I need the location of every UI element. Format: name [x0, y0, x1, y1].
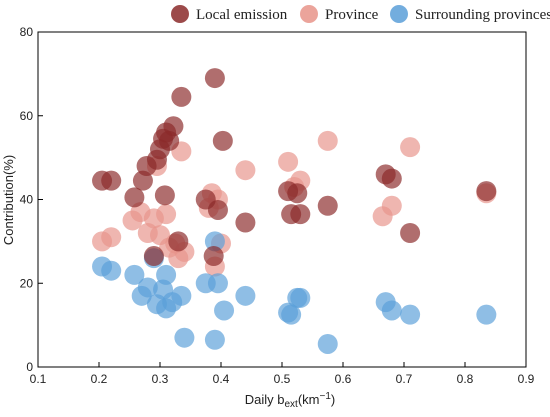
- x-axis-title-unit: (km: [298, 392, 320, 407]
- x-axis-title: Daily bext(km−1): [245, 391, 336, 410]
- data-point-series1-7: [156, 204, 177, 225]
- data-point-series2-4: [137, 277, 158, 298]
- data-point-series0-14: [212, 130, 233, 151]
- data-point-series2-14: [204, 231, 225, 252]
- y-tick-label-2: 40: [20, 193, 34, 207]
- x-axis: 0.1 0.2 0.3 0.4 0.5 0.6 0.7 0.8 0.9: [30, 362, 535, 386]
- x-tick-label-3: 0.4: [213, 372, 230, 386]
- legend-marker-surrounding-provinces: [390, 5, 408, 23]
- y-axis: 0 20 40 60 80: [20, 25, 43, 374]
- y-tick-label-3: 60: [20, 109, 34, 123]
- data-point-series0-16: [207, 199, 228, 220]
- data-point-series2-27: [476, 304, 497, 325]
- x-axis-title-close: ): [331, 392, 335, 407]
- legend-label-province: Province: [325, 7, 379, 23]
- legend-label-surrounding-provinces: Surrounding provinces: [415, 7, 550, 23]
- data-point-series0-19: [203, 246, 224, 267]
- x-tick-label-7: 0.8: [457, 372, 474, 386]
- data-point-series0-11: [163, 116, 184, 137]
- data-points: [92, 68, 497, 354]
- data-point-series2-26: [400, 304, 421, 325]
- data-point-series1-1: [101, 227, 122, 248]
- data-point-series1-23: [317, 130, 338, 151]
- y-axis-title: Contribution(%): [1, 155, 16, 245]
- data-point-series2-17: [214, 300, 235, 321]
- x-tick-label-8: 0.9: [518, 372, 535, 386]
- data-point-series2-2: [124, 264, 145, 285]
- data-point-series2-12: [174, 327, 195, 348]
- data-point-series0-25: [317, 195, 338, 216]
- data-point-series2-1: [101, 260, 122, 281]
- data-point-series0-17: [235, 212, 256, 233]
- data-point-series0-12: [171, 86, 192, 107]
- x-tick-label-0: 0.1: [30, 372, 47, 386]
- x-tick-label-6: 0.7: [396, 372, 413, 386]
- data-point-series0-29: [476, 181, 497, 202]
- y-tick-label-0: 0: [26, 360, 33, 374]
- data-point-series0-10: [154, 185, 175, 206]
- data-point-series2-22: [290, 287, 311, 308]
- data-point-series1-19: [235, 160, 256, 181]
- y-tick-label-1: 20: [20, 276, 34, 290]
- x-tick-label-4: 0.5: [274, 372, 291, 386]
- data-point-series2-20: [281, 304, 302, 325]
- x-axis-title-superscript: −1: [320, 391, 332, 402]
- data-point-series0-20: [143, 246, 164, 267]
- data-point-series2-11: [171, 285, 192, 306]
- x-tick-label-5: 0.6: [335, 372, 352, 386]
- data-point-series2-8: [156, 264, 177, 285]
- data-point-series2-25: [381, 300, 402, 321]
- data-point-series2-16: [204, 329, 225, 350]
- data-point-series0-28: [400, 223, 421, 243]
- data-point-series0-2: [124, 187, 145, 208]
- legend-marker-province: [300, 5, 318, 23]
- legend-label-local-emission: Local emission: [196, 7, 288, 23]
- x-tick-label-1: 0.2: [91, 372, 108, 386]
- data-point-series0-24: [290, 204, 311, 225]
- data-point-series0-23: [287, 183, 308, 204]
- data-point-series1-20: [278, 151, 299, 172]
- data-point-series0-13: [204, 68, 225, 89]
- data-point-series0-18: [168, 231, 189, 252]
- x-axis-title-subscript: ext: [284, 399, 298, 410]
- x-tick-label-2: 0.3: [152, 372, 169, 386]
- data-point-series1-25: [381, 195, 402, 216]
- legend: Local emission Province Surrounding prov…: [171, 5, 550, 23]
- data-point-series2-23: [317, 333, 338, 354]
- data-point-series1-26: [400, 137, 421, 158]
- data-point-series0-27: [381, 168, 402, 189]
- data-point-series0-1: [101, 170, 122, 191]
- data-point-series2-15: [207, 273, 228, 294]
- legend-marker-local-emission: [171, 5, 189, 23]
- data-point-series2-18: [235, 285, 256, 306]
- y-tick-label-4: 80: [20, 25, 34, 39]
